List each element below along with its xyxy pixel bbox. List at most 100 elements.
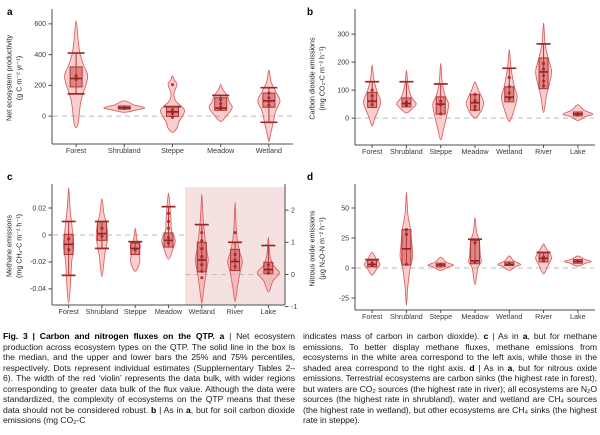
data-point — [67, 237, 71, 241]
data-point — [74, 74, 78, 78]
data-point — [170, 115, 175, 119]
data-point — [200, 269, 204, 273]
data-point — [200, 263, 204, 267]
violin-shape — [160, 75, 185, 133]
data-point — [200, 255, 204, 259]
y-tick-label: 0 — [345, 115, 349, 122]
data-point — [170, 83, 175, 87]
data-point — [507, 75, 511, 80]
data-point — [473, 92, 477, 96]
caption-text: | As in — [474, 362, 508, 373]
data-point — [233, 252, 237, 257]
data-point — [576, 259, 580, 263]
data-point — [370, 261, 374, 265]
y-tick-label: -0.04 — [30, 286, 46, 293]
data-point — [541, 73, 546, 78]
y-axis-label: Nitrous oxide emissions(µg N₂O-N m⁻² h⁻¹… — [308, 210, 327, 286]
data-point — [233, 258, 237, 262]
category-label-river: River — [535, 312, 552, 321]
caption-bold-text: Fig. 3 | Carbon and nitrogen fluxes on t… — [3, 331, 220, 341]
y2-tick-label: 1 — [291, 240, 295, 247]
y-tick-label: 200 — [34, 83, 46, 90]
data-point — [166, 226, 171, 230]
y-tick-label: 0.02 — [32, 205, 46, 212]
violin-steppe — [128, 227, 143, 272]
category-label-steppe: Steppe — [161, 146, 184, 155]
category-label-wetland: Wetland — [496, 312, 522, 321]
panel-letter-c: c — [7, 172, 13, 183]
y-tick-label: 0 — [345, 265, 349, 272]
caption-text: , but for nitrous oxide emissions. Terre… — [303, 362, 597, 426]
caption-text: | Net ecosystem production across ecosys… — [3, 331, 295, 415]
violin-wetland — [257, 69, 281, 142]
violin-shrubland — [103, 100, 146, 113]
data-point — [266, 267, 270, 271]
caption-bold-text: a — [219, 331, 225, 341]
caption-column-right: indicates mass of carbon in carbon dioxi… — [303, 331, 597, 426]
data-point — [74, 77, 78, 81]
data-point — [439, 262, 443, 266]
y-tick-label: -0.02 — [30, 259, 46, 266]
data-point — [404, 104, 409, 108]
caption-bold-text: b — [150, 404, 157, 415]
panel-c-ch4-violin-chart: 0.02 0 -0.02 -0.04 2 1 0 -1 Forest Shrubland Stepp… — [5, 172, 298, 316]
data-point — [100, 226, 104, 230]
iqr-box — [538, 57, 549, 90]
data-point — [473, 108, 477, 112]
violin-meadow — [161, 192, 176, 260]
data-point — [219, 97, 223, 102]
data-point — [507, 91, 511, 95]
caption-text: , but for methane emissions. To better d… — [303, 331, 597, 373]
y-tick-label: 0 — [42, 232, 46, 239]
caption-text: indicates mass of carbon in carbon dioxi… — [303, 331, 484, 341]
y2-tick-label: -1 — [291, 304, 297, 311]
violin-lake — [562, 104, 594, 121]
violin-meadow — [465, 81, 485, 119]
y-tick-label: 50 — [341, 205, 349, 212]
data-point — [370, 88, 374, 92]
violin-meadow — [468, 217, 482, 286]
data-point — [166, 241, 171, 245]
violin-forest — [363, 64, 382, 127]
violin-wetland — [497, 255, 522, 271]
caption-bold-text: c — [483, 331, 489, 341]
caption-bold-text: d — [469, 362, 475, 373]
data-point — [473, 99, 477, 103]
caption-bold-text: a — [185, 404, 191, 415]
y-axis-label: Methane emissions(mg CH₄-C m⁻² h⁻¹) — [5, 214, 24, 278]
data-point — [370, 94, 374, 98]
data-point — [267, 99, 271, 104]
violin-lake — [564, 255, 592, 267]
data-point — [266, 263, 270, 267]
data-point — [507, 85, 511, 89]
violin-shrubland — [399, 191, 414, 306]
category-label-lake: Lake — [570, 147, 586, 156]
data-point — [576, 113, 580, 117]
data-point — [473, 104, 477, 108]
violin-steppe — [432, 63, 450, 141]
data-point — [100, 234, 104, 238]
caption-text: , but for soil carbon dioxide emissions … — [3, 404, 295, 426]
category-label-river: River — [227, 307, 244, 316]
panel-letter-d: d — [307, 172, 313, 183]
data-point — [541, 67, 546, 71]
data-point — [507, 262, 511, 266]
violin-river — [227, 201, 243, 303]
category-label-shrubland: Shrubland — [390, 147, 423, 156]
data-point — [473, 241, 477, 245]
violin-forest — [61, 187, 76, 304]
data-point — [133, 248, 137, 252]
violin-forest — [363, 251, 381, 276]
data-point — [439, 99, 443, 103]
data-point — [439, 112, 443, 116]
data-point — [200, 247, 204, 251]
y-tick-label: 200 — [337, 59, 349, 66]
y-tick-label: 100 — [337, 87, 349, 94]
category-label-lake: Lake — [570, 312, 586, 321]
violin-river — [535, 243, 552, 275]
data-point — [267, 96, 271, 100]
category-label-meadow: Meadow — [461, 312, 489, 321]
data-point — [541, 255, 546, 259]
caption-column-left: Fig. 3 | Carbon and nitrogen fluxes on t… — [3, 331, 295, 426]
